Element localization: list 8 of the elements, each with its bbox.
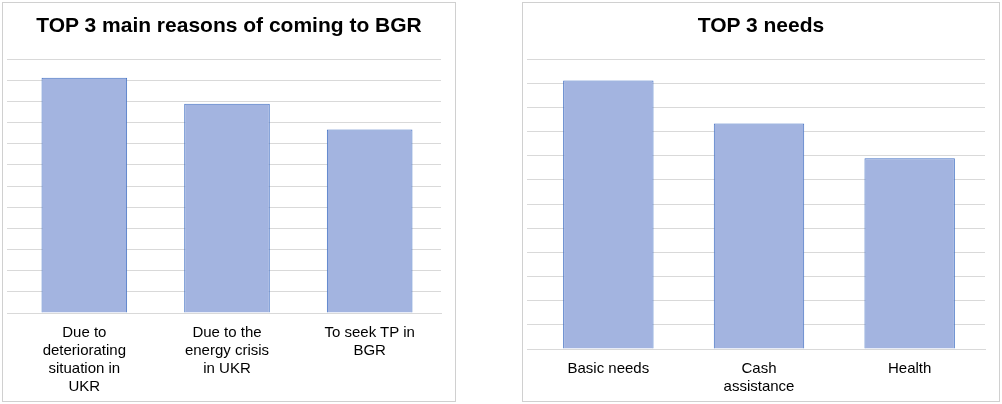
x-tick-label: To seek TP in BGR [324,323,415,359]
x-tick-label: Due to the energy crisis in UKR [184,323,270,377]
chart-title: TOP 3 main reasons of coming to BGR [35,13,423,37]
chart-title: TOP 3 needs [696,13,826,37]
x-tick-label: Basic needs [567,359,650,377]
x-tick-label: Cash assistance [723,359,795,395]
x-tick-label: Health [887,359,932,377]
x-tick-label: Due to deteriorating situation in UKR [42,323,127,395]
